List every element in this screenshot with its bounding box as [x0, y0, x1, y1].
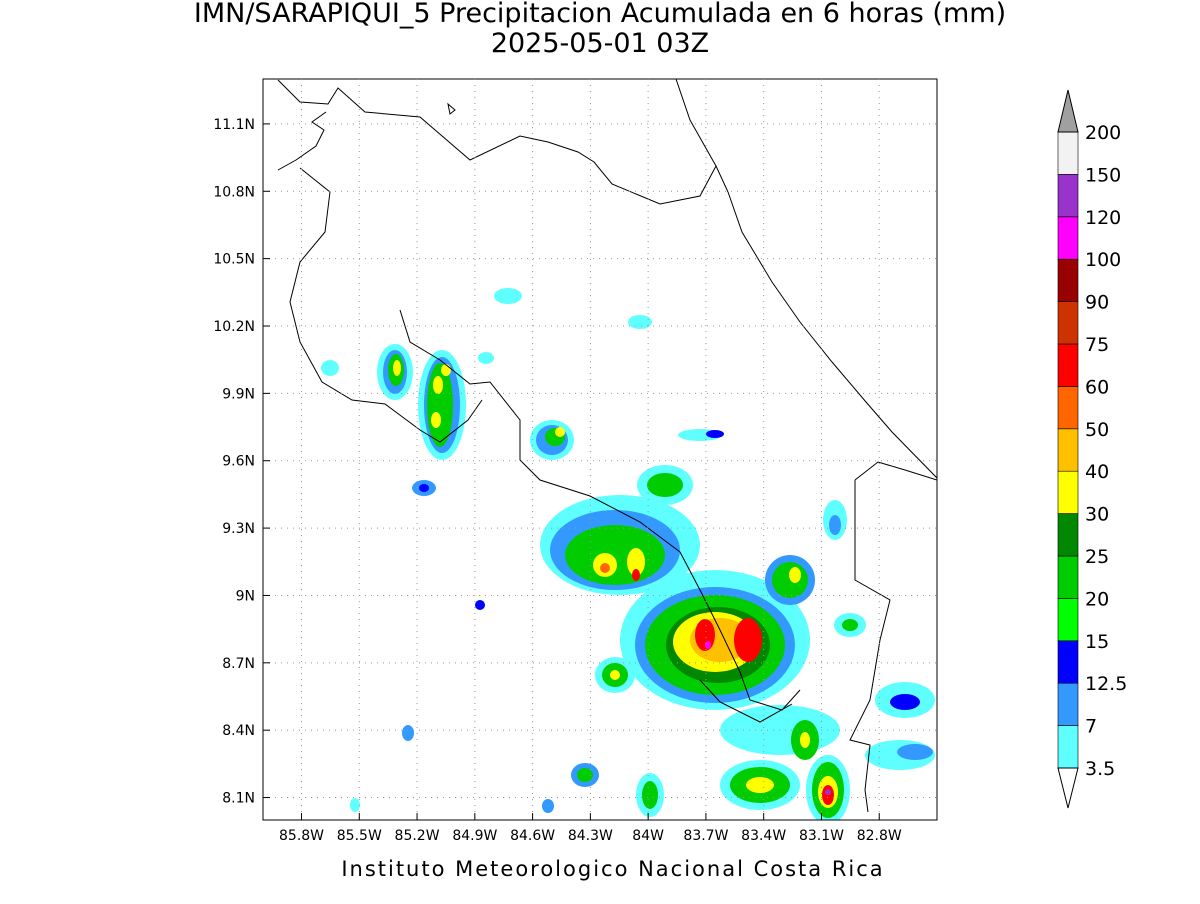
x-tick-label: 83.4W	[741, 828, 786, 844]
colorbar-box	[1057, 258, 1079, 302]
colorbar-label: 3.5	[1085, 758, 1115, 780]
colorbar-box	[1057, 343, 1079, 387]
y-tick-label: 10.5N	[213, 252, 255, 268]
colorbar-box	[1057, 725, 1079, 769]
colorbar-box	[1057, 470, 1079, 514]
colorbar-label: 12.5	[1085, 673, 1127, 695]
x-tick-label: 84.6W	[510, 828, 555, 844]
colorbar-label: 30	[1085, 504, 1109, 526]
colorbar-label: 200	[1085, 122, 1121, 144]
title: IMN/SARAPIQUI_5 Precipitacion Acumulada …	[194, 0, 1006, 29]
colorbar-label: 60	[1085, 376, 1109, 398]
colorbar-label: 75	[1085, 334, 1109, 356]
colorbar-label: 40	[1085, 461, 1109, 483]
x-tick-label: 84W	[632, 828, 664, 844]
precipitation-field	[277, 79, 937, 820]
plot-frame	[262, 78, 938, 821]
colorbar-under	[1057, 767, 1079, 809]
y-tick-label: 10.2N	[213, 319, 255, 335]
x-tick-label: 82.8W	[857, 828, 902, 844]
x-tick-label: 85.8W	[279, 828, 324, 844]
x-tick-label: 85.2W	[395, 828, 440, 844]
colorbar-label: 100	[1085, 249, 1121, 271]
x-tick-label: 83.1W	[799, 828, 844, 844]
colorbar-box	[1057, 428, 1079, 472]
colorbar-box	[1057, 513, 1079, 557]
y-tick-label: 9.6N	[222, 454, 255, 470]
colorbar-label: 150	[1085, 164, 1121, 186]
colorbar-box	[1057, 555, 1079, 599]
y-tick-label: 8.7N	[222, 656, 255, 672]
subtitle: 2025-05-01 03Z	[491, 28, 709, 59]
colorbar-label: 15	[1085, 631, 1109, 653]
colorbar-box	[1057, 174, 1079, 218]
colorbar-label: 25	[1085, 546, 1109, 568]
colorbar-label: 90	[1085, 292, 1109, 314]
x-tick-label: 84.3W	[568, 828, 613, 844]
y-tick-label: 8.4N	[222, 723, 255, 739]
colorbar-label: 120	[1085, 207, 1121, 229]
x-tick-label: 83.7W	[683, 828, 728, 844]
colorbar-box	[1057, 640, 1079, 684]
colorbar-box	[1057, 301, 1079, 345]
colorbar-box	[1057, 386, 1079, 430]
colorbar-label: 50	[1085, 419, 1109, 441]
x-tick-label: 84.9W	[452, 828, 497, 844]
y-tick-label: 10.8N	[213, 184, 255, 200]
colorbar-over	[1057, 89, 1079, 133]
x-tick-label: 85.5W	[337, 828, 382, 844]
y-tick-label: 9.9N	[222, 386, 255, 402]
colorbar-label: 20	[1085, 588, 1109, 610]
colorbar-box	[1057, 216, 1079, 260]
colorbar-box	[1057, 131, 1079, 175]
footer: Instituto Meteorologico Nacional Costa R…	[341, 857, 884, 881]
colorbar-label: 7	[1085, 716, 1097, 738]
y-tick-label: 8.1N	[222, 791, 255, 807]
colorbar-box	[1057, 598, 1079, 642]
y-tick-label: 9.3N	[222, 521, 255, 537]
y-tick-label: 11.1N	[213, 117, 255, 133]
y-tick-label: 9N	[236, 588, 255, 604]
colorbar-box	[1057, 682, 1079, 726]
